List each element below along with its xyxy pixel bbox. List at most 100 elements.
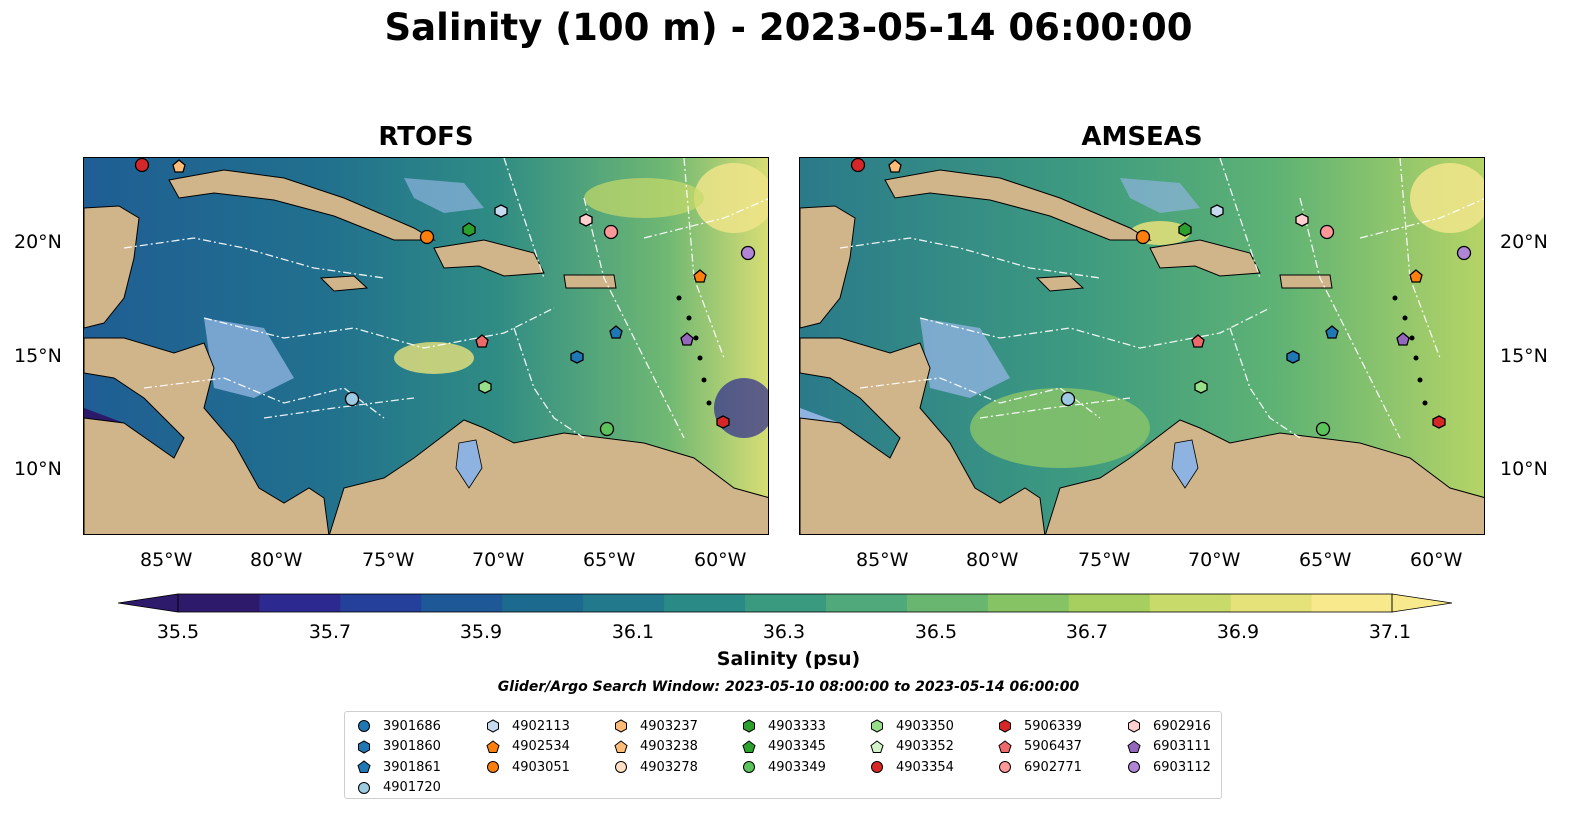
colorbar-tick: 35.9 — [459, 621, 503, 643]
legend-item: 4903345 — [742, 738, 826, 756]
circle-marker-icon — [1128, 761, 1140, 773]
legend-item: 3901686 — [357, 717, 441, 735]
legend-item: 4902113 — [486, 717, 570, 735]
legend-label: 5906437 — [1024, 739, 1082, 754]
rtofs-lon-tick: 65°W — [583, 549, 636, 571]
colorbar-tick: 36.3 — [762, 621, 806, 643]
pentagon-marker-icon — [998, 739, 1012, 753]
colorbar-segment — [906, 594, 988, 612]
colorbar-segment — [178, 594, 260, 612]
legend-item: 4903350 — [870, 717, 954, 735]
colorbar-segment — [258, 594, 341, 612]
legend-label: 3901686 — [383, 718, 441, 734]
colorbar-tick: 36.5 — [914, 621, 958, 643]
legend-item: 4903278 — [614, 758, 698, 776]
legend-label: 4903349 — [768, 759, 826, 775]
colorbar-segment — [1230, 594, 1312, 612]
legend-item: 4903352 — [870, 738, 954, 756]
rtofs-lon-tick: 80°W — [250, 549, 303, 571]
hexagon-marker-icon — [871, 719, 883, 733]
legend-label: 4902534 — [512, 739, 570, 754]
colorbar-segment — [420, 594, 503, 612]
legend-item: 5906437 — [998, 738, 1082, 756]
legend-item: 4903333 — [742, 717, 826, 735]
colorbar-low-extend — [117, 593, 179, 613]
legend-label: 3901861 — [383, 759, 441, 775]
colorbar-label: Salinity (psu) — [716, 648, 861, 670]
colorbar-segment — [825, 594, 907, 612]
legend-item: 6902916 — [1127, 717, 1211, 735]
amseas-lon-tick: 70°W — [1188, 549, 1241, 571]
circle-marker-icon — [743, 761, 755, 773]
colorbar-segment — [582, 594, 665, 612]
circle-marker-icon — [358, 720, 370, 732]
figure-title: Salinity (100 m) - 2023-05-14 06:00:00 — [384, 6, 1193, 49]
legend-label: 4903350 — [896, 718, 954, 734]
legend-label: 4903352 — [896, 739, 954, 754]
legend-item: 4902534 — [486, 738, 570, 756]
legend-item: 4901720 — [357, 779, 441, 797]
circle-marker-icon — [615, 761, 627, 773]
float-legend: 3901686 3901860 3901861 4901720 4902113 49025… — [344, 711, 1222, 799]
rtofs-lon-tick: 70°W — [472, 549, 525, 571]
hexagon-marker-icon — [743, 719, 755, 733]
legend-label: 6902916 — [1153, 718, 1211, 734]
pentagon-marker-icon — [742, 739, 756, 753]
colorbar-segment — [1149, 594, 1231, 612]
search-window-note: Glider/Argo Search Window: 2023-05-10 08… — [497, 679, 1080, 695]
amseas-lon-tick: 85°W — [856, 549, 909, 571]
colorbar-tick: 36.1 — [611, 621, 655, 643]
legend-label: 3901860 — [383, 739, 441, 754]
legend-item: 3901861 — [357, 758, 441, 776]
legend-label: 6903111 — [1153, 739, 1211, 754]
amseas-map — [799, 157, 1485, 535]
legend-item: 6903112 — [1127, 758, 1211, 776]
pentagon-marker-icon — [486, 739, 500, 753]
legend-item: 4903237 — [614, 717, 698, 735]
pentagon-marker-icon — [357, 760, 371, 773]
legend-item: 6902771 — [998, 758, 1082, 776]
legend-label: 4903238 — [640, 739, 698, 754]
colorbar-segment — [663, 594, 746, 612]
legend-item: 3901860 — [357, 738, 441, 756]
legend-item: 4903349 — [742, 758, 826, 776]
colorbar-segment — [339, 594, 422, 612]
amseas-lat-tick: 15°N — [1500, 345, 1548, 367]
rtofs-lat-tick: 10°N — [14, 458, 62, 480]
hexagon-marker-icon — [615, 719, 627, 733]
panel-title-amseas: AMSEAS — [1081, 122, 1203, 152]
rtofs-lat-tick: 15°N — [14, 345, 62, 367]
pentagon-marker-icon — [870, 739, 884, 753]
colorbar-tick: 36.7 — [1065, 621, 1109, 643]
circle-marker-icon — [999, 761, 1011, 773]
colorbar-tick: 37.1 — [1368, 621, 1412, 643]
circle-marker-icon — [871, 761, 883, 773]
legend-item: 5906339 — [998, 717, 1082, 735]
colorbar-segment — [744, 594, 826, 612]
amseas-lon-tick: 65°W — [1299, 549, 1352, 571]
legend-label: 4901720 — [383, 780, 441, 795]
colorbar-segment — [1068, 594, 1150, 612]
hexagon-marker-icon — [358, 739, 370, 754]
legend-item: 4903051 — [486, 758, 570, 776]
legend-label: 4903333 — [768, 718, 826, 734]
rtofs-lon-tick: 85°W — [140, 549, 193, 571]
legend-item: 4903238 — [614, 738, 698, 756]
hexagon-marker-icon — [487, 719, 499, 733]
amseas-lon-tick: 80°W — [966, 549, 1019, 571]
colorbar-tick: 35.5 — [156, 621, 200, 643]
legend-label: 5906339 — [1024, 718, 1082, 734]
colorbar-segment — [1311, 594, 1393, 612]
colorbar — [117, 593, 1453, 617]
hexagon-marker-icon — [1128, 719, 1140, 733]
circle-marker-icon — [358, 781, 370, 794]
rtofs-lon-tick: 60°W — [694, 549, 747, 571]
rtofs-map — [83, 157, 769, 535]
legend-label: 6903112 — [1153, 759, 1211, 775]
pentagon-marker-icon — [614, 739, 628, 753]
legend-item: 6903111 — [1127, 738, 1211, 756]
colorbar-segment — [987, 594, 1069, 612]
amseas-lat-tick: 20°N — [1500, 231, 1548, 253]
rtofs-lon-tick: 75°W — [362, 549, 415, 571]
legend-label: 4903051 — [512, 759, 570, 775]
